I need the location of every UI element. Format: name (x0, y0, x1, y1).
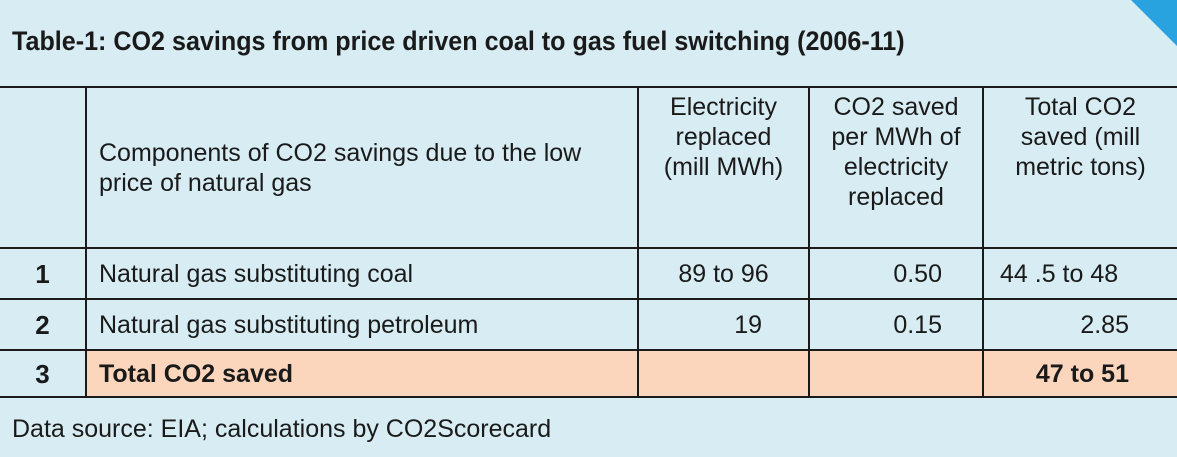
row-electricity: 89 to 96 (637, 247, 810, 300)
total-num: 3 (0, 349, 87, 398)
row-total: 2.85 (982, 298, 1177, 351)
table-title: Table-1: CO2 savings from price driven c… (12, 26, 905, 56)
row-total: 44 .5 to 48 (982, 247, 1177, 300)
table-row: 1 Natural gas substituting coal 89 to 96… (0, 247, 1177, 300)
total-per-mwh (808, 349, 984, 398)
row-component: Natural gas substituting coal (85, 247, 639, 300)
total-electricity (637, 349, 810, 398)
row-num: 2 (0, 298, 87, 351)
total-value: 47 to 51 (982, 349, 1177, 398)
header-per-mwh: CO2 saved per MWh of electricity replace… (808, 86, 984, 249)
row-per-mwh: 0.15 (808, 298, 984, 351)
header-electricity: Electricity replaced (mill MWh) (637, 86, 810, 249)
corner-decoration (1131, 0, 1177, 46)
header-num (0, 86, 87, 249)
row-electricity: 19 (637, 298, 810, 351)
co2-savings-table: Components of CO2 savings due to the low… (0, 86, 1177, 398)
header-component: Components of CO2 savings due to the low… (85, 86, 639, 249)
header-total: Total CO2 saved (mill metric tons) (982, 86, 1177, 249)
row-num: 1 (0, 247, 87, 300)
table-total-row: 3 Total CO2 saved 47 to 51 (0, 349, 1177, 398)
total-component: Total CO2 saved (85, 349, 639, 398)
row-per-mwh: 0.50 (808, 247, 984, 300)
data-source-note: Data source: EIA; calculations by CO2Sco… (12, 415, 552, 443)
row-component: Natural gas substituting petroleum (85, 298, 639, 351)
table-header-row: Components of CO2 savings due to the low… (0, 86, 1177, 249)
table-row: 2 Natural gas substituting petroleum 19 … (0, 298, 1177, 351)
